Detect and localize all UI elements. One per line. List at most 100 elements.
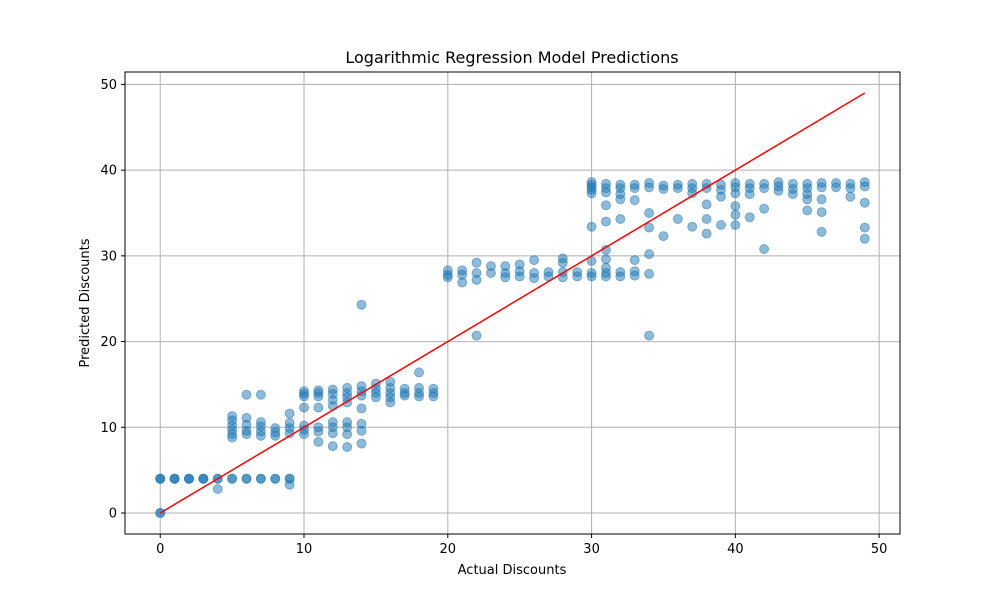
data-point	[572, 271, 583, 282]
data-point	[644, 330, 655, 341]
data-point	[859, 222, 870, 233]
data-point	[845, 183, 856, 194]
x-tick-label: 0	[156, 542, 164, 557]
y-tick-label: 0	[109, 507, 117, 522]
data-point	[859, 197, 870, 208]
identity-line	[159, 92, 866, 514]
data-point	[773, 185, 784, 196]
data-point	[255, 389, 266, 400]
data-point	[356, 403, 367, 414]
data-point	[342, 429, 353, 440]
data-point	[514, 271, 525, 282]
data-point	[644, 182, 655, 193]
y-axis: 0 10 20 30 40 50	[100, 78, 125, 522]
data-point	[270, 430, 281, 441]
data-point	[471, 257, 482, 268]
data-point	[255, 473, 266, 484]
data-point	[715, 191, 726, 202]
data-point	[586, 271, 597, 282]
data-point	[600, 271, 611, 282]
data-point	[198, 473, 209, 484]
data-point	[485, 268, 496, 278]
data-point	[385, 397, 396, 408]
data-point	[457, 277, 468, 288]
data-point	[845, 191, 856, 202]
data-point	[672, 214, 683, 224]
data-point	[241, 429, 252, 440]
data-point	[414, 367, 425, 378]
data-point	[802, 205, 813, 216]
x-tick-label: 40	[727, 542, 744, 557]
data-point	[442, 272, 453, 283]
x-tick-label: 50	[871, 542, 888, 557]
data-point	[227, 473, 238, 484]
data-point	[299, 429, 310, 440]
data-point	[155, 473, 166, 484]
data-point	[586, 221, 597, 232]
x-tick-label: 20	[440, 542, 457, 557]
data-point	[342, 442, 353, 452]
data-point	[859, 181, 870, 192]
data-point	[672, 183, 683, 194]
data-point	[529, 273, 540, 284]
data-point	[744, 189, 755, 200]
data-point	[169, 473, 180, 484]
data-point	[701, 199, 712, 210]
data-point	[600, 216, 611, 227]
chart-title: Logarithmic Regression Model Predictions	[345, 48, 678, 67]
y-tick-label: 50	[100, 78, 117, 93]
data-point	[500, 272, 511, 283]
data-point	[471, 274, 482, 285]
data-point	[629, 195, 640, 206]
data-point	[327, 441, 338, 452]
x-axis: 0 10 20 30 40 50	[156, 534, 887, 557]
data-point	[471, 330, 482, 341]
data-point	[831, 182, 842, 193]
y-tick-label: 30	[100, 249, 117, 264]
data-point	[600, 200, 611, 211]
data-point	[802, 194, 813, 205]
data-point	[356, 425, 367, 436]
data-point	[557, 257, 568, 268]
data-point	[759, 244, 770, 254]
x-tick-label: 30	[583, 542, 600, 557]
data-point	[759, 203, 770, 214]
data-point	[730, 220, 741, 230]
data-point	[241, 473, 252, 484]
data-point	[658, 184, 669, 194]
data-point	[730, 201, 741, 212]
data-point	[744, 212, 755, 223]
data-point	[399, 390, 410, 401]
y-axis-label: Predicted Discounts	[78, 238, 93, 367]
data-point	[644, 249, 655, 260]
data-point	[270, 473, 281, 484]
data-point	[615, 271, 626, 282]
x-axis-label: Actual Discounts	[458, 563, 567, 578]
y-tick-label: 10	[100, 421, 117, 436]
data-point	[313, 426, 324, 437]
data-point	[299, 402, 310, 413]
data-point	[241, 389, 252, 400]
data-point	[615, 194, 626, 205]
data-point	[586, 188, 597, 199]
data-point	[658, 231, 669, 242]
data-point	[414, 391, 425, 402]
data-point	[313, 402, 324, 413]
data-point	[701, 214, 712, 224]
data-point	[356, 299, 367, 310]
data-point	[859, 233, 870, 244]
data-point	[629, 270, 640, 281]
data-point	[816, 207, 827, 218]
data-point	[615, 214, 626, 224]
y-tick-label: 20	[100, 335, 117, 350]
data-point	[600, 254, 611, 265]
data-point	[816, 182, 827, 193]
data-point	[730, 209, 741, 220]
data-point	[730, 188, 741, 199]
data-point	[629, 255, 640, 266]
data-point	[327, 428, 338, 439]
data-point	[787, 189, 798, 200]
data-point	[284, 479, 295, 490]
data-points	[155, 177, 870, 518]
